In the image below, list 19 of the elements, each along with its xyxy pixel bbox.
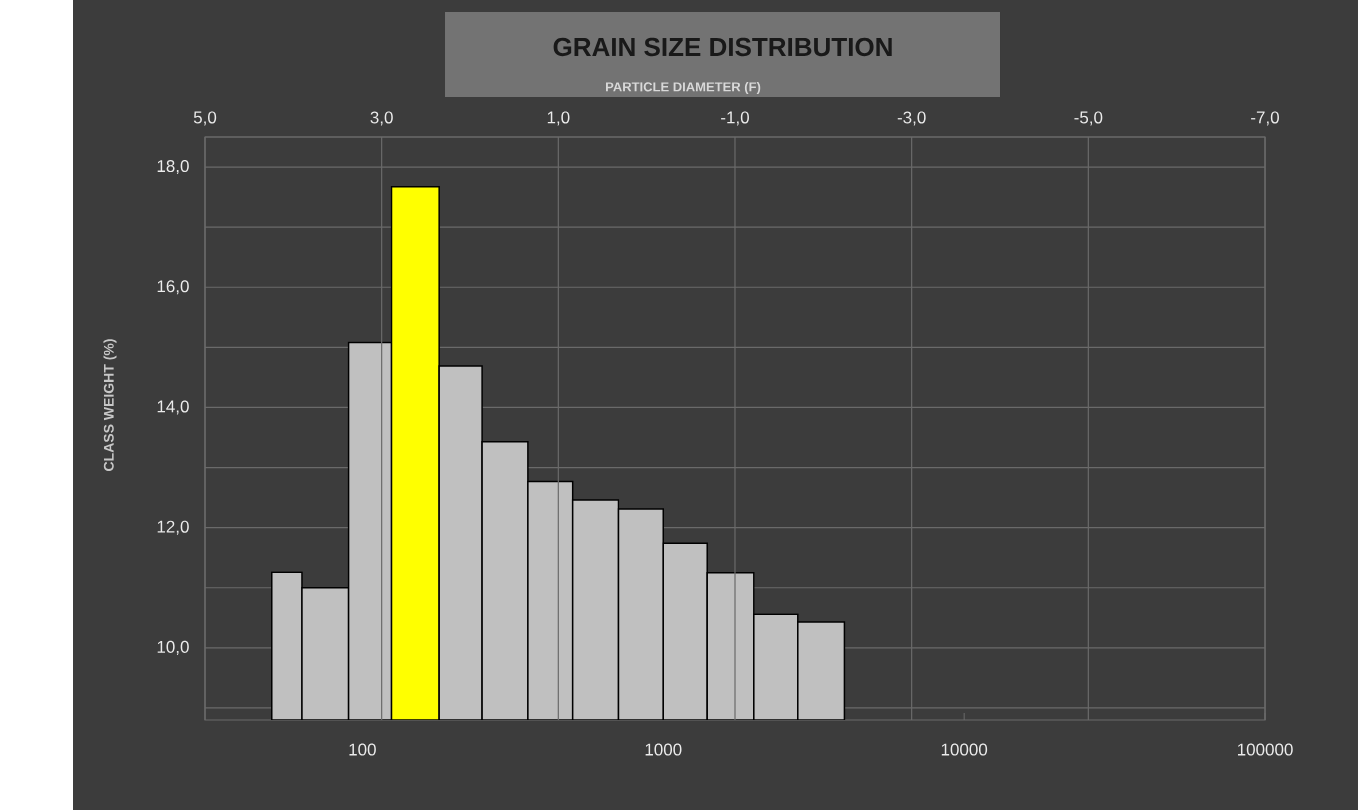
y-tick-label: 16,0 xyxy=(157,280,189,295)
y-tick-label: 14,0 xyxy=(157,400,189,415)
x2-tick-label: -1,0 xyxy=(721,111,749,126)
x2-tick-label: 1,0 xyxy=(547,111,570,126)
x-tick-label: 1000 xyxy=(645,743,682,756)
x2-tick-label: -5,0 xyxy=(1074,111,1103,126)
x2-tick-label: -7,0 xyxy=(1251,111,1279,126)
chart-title: GRAIN SIZE DISTRIBUTION xyxy=(553,37,892,57)
y-tick-label: 10,0 xyxy=(157,640,189,655)
y-axis-title: CLASS WEIGHT (%) xyxy=(103,339,117,471)
x2-tick-label: -3,0 xyxy=(897,111,926,126)
y-tick-label: 18,0 xyxy=(157,160,189,175)
x-tick-label: 100 xyxy=(349,743,376,756)
x2-tick-label: 3,0 xyxy=(370,111,393,126)
x2-tick-label: 5,0 xyxy=(193,111,217,126)
x-tick-label: 10000 xyxy=(941,743,988,756)
y-tick-label: 12,0 xyxy=(157,520,189,535)
x2-axis-title: PARTICLE DIAMETER (F) xyxy=(606,81,761,95)
x-tick-label: 100000 xyxy=(1237,743,1293,756)
